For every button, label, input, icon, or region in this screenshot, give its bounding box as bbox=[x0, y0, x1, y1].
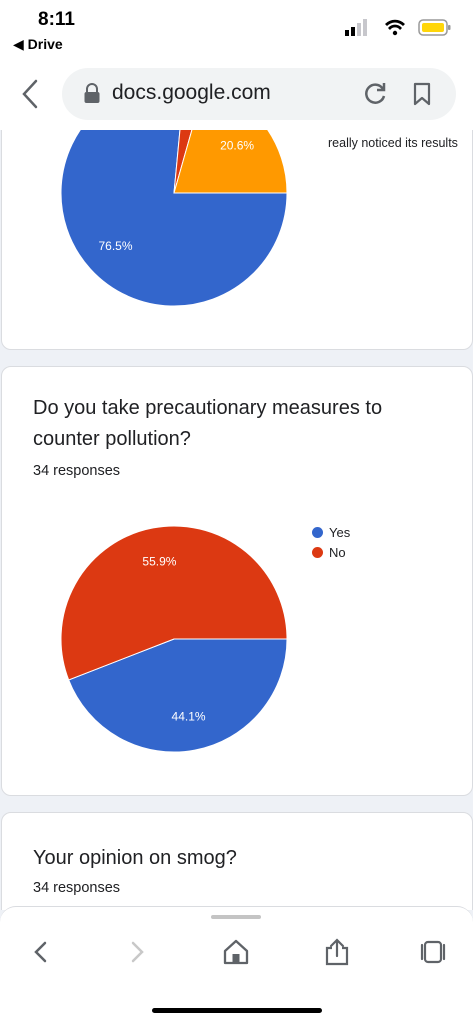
sheet-grabber[interactable] bbox=[211, 915, 261, 919]
pie1-label-2: 20.6% bbox=[220, 138, 254, 152]
share-icon[interactable] bbox=[322, 937, 352, 967]
form-content[interactable]: 76.5% 20.6% really noticed its results Do… bbox=[0, 130, 473, 910]
wifi-icon bbox=[385, 19, 405, 36]
chevron-right-icon[interactable] bbox=[122, 937, 152, 967]
status-bar: 8:11 ◀ Drive bbox=[0, 0, 473, 58]
legend-entry-text: really noticed its results bbox=[328, 136, 458, 150]
legend-dot-yes bbox=[312, 527, 323, 538]
pie2-label-0: 44.1% bbox=[172, 710, 206, 724]
pie1-slice-0 bbox=[60, 130, 288, 307]
reload-icon[interactable] bbox=[362, 81, 388, 107]
response-count: 34 responses bbox=[33, 880, 121, 896]
tabs-icon[interactable] bbox=[418, 937, 448, 967]
legend-dot-no bbox=[312, 547, 323, 558]
lock-icon bbox=[84, 83, 100, 103]
back-to-app-link[interactable]: ◀ Drive bbox=[13, 36, 63, 52]
home-indicator[interactable] bbox=[152, 1008, 322, 1013]
bottom-toolbar bbox=[0, 906, 473, 1025]
pie-chart-previous: 76.5% 20.6% bbox=[60, 130, 288, 307]
pie-chart-precautions: 44.1% 55.9% bbox=[60, 525, 288, 753]
question-card-previous: 76.5% 20.6% really noticed its results bbox=[1, 130, 473, 350]
question-title: Your opinion on smog? bbox=[33, 847, 237, 869]
pie2-slice-1 bbox=[60, 525, 288, 681]
url-text[interactable]: docs.google.com bbox=[112, 81, 271, 104]
chevron-left-icon[interactable] bbox=[26, 937, 56, 967]
question-card-smog: Your opinion on smog? 34 responses bbox=[1, 812, 473, 910]
pie1-slice-1 bbox=[173, 130, 193, 194]
battery-icon bbox=[418, 19, 451, 36]
pie2-slice-0 bbox=[68, 638, 288, 753]
legend-label-yes: Yes bbox=[329, 525, 351, 540]
chevron-left-icon[interactable] bbox=[14, 76, 48, 112]
legend-label-no: No bbox=[329, 545, 346, 560]
pie1-slice-2 bbox=[173, 130, 288, 194]
status-time: 8:11 bbox=[38, 9, 75, 30]
bookmark-icon[interactable] bbox=[410, 81, 434, 107]
signal-icon bbox=[345, 19, 367, 36]
question-card-precautions: Do you take precautionary measures to co… bbox=[1, 366, 473, 796]
address-bar[interactable]: docs.google.com bbox=[62, 68, 456, 120]
response-count: 34 responses bbox=[33, 463, 121, 479]
status-icons bbox=[345, 19, 451, 36]
pie1-label-0: 76.5% bbox=[98, 239, 132, 253]
pie2-label-1: 55.9% bbox=[142, 554, 176, 568]
browser-toolbar: docs.google.com bbox=[0, 58, 473, 130]
home-icon[interactable] bbox=[221, 937, 251, 967]
question-title: Do you take precautionary measures to co… bbox=[33, 397, 383, 450]
